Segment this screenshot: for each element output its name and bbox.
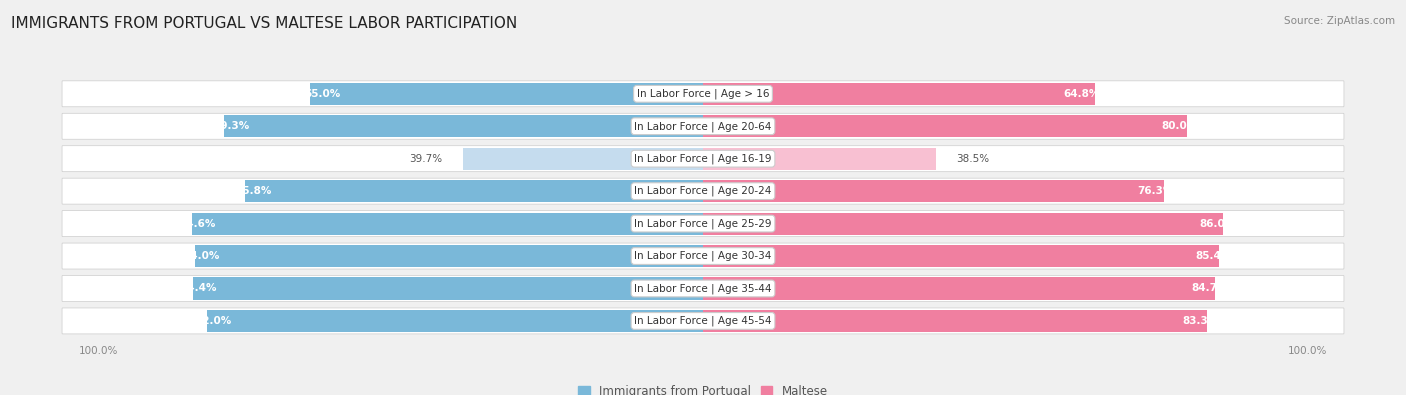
FancyBboxPatch shape — [62, 146, 1344, 172]
Text: 82.0%: 82.0% — [195, 316, 232, 326]
Text: In Labor Force | Age 45-54: In Labor Force | Age 45-54 — [634, 316, 772, 326]
Bar — [703, 277, 1215, 299]
FancyBboxPatch shape — [62, 211, 1344, 237]
Bar — [703, 180, 1164, 202]
Bar — [703, 213, 1223, 235]
Text: 84.4%: 84.4% — [180, 284, 217, 293]
Text: 84.7%: 84.7% — [1191, 284, 1227, 293]
Text: Source: ZipAtlas.com: Source: ZipAtlas.com — [1284, 16, 1395, 26]
Text: In Labor Force | Age 30-34: In Labor Force | Age 30-34 — [634, 251, 772, 261]
FancyBboxPatch shape — [62, 308, 1344, 334]
Text: In Labor Force | Age 25-29: In Labor Force | Age 25-29 — [634, 218, 772, 229]
FancyBboxPatch shape — [62, 276, 1344, 301]
Text: 84.0%: 84.0% — [183, 251, 219, 261]
Bar — [193, 277, 703, 299]
Text: 39.7%: 39.7% — [409, 154, 443, 164]
Bar — [191, 213, 703, 235]
Text: 86.0%: 86.0% — [1199, 218, 1236, 229]
Bar — [311, 83, 703, 105]
Bar — [207, 310, 703, 332]
Bar — [463, 148, 703, 170]
Text: 80.0%: 80.0% — [1161, 121, 1198, 131]
Bar — [703, 83, 1095, 105]
Text: In Labor Force | Age 16-19: In Labor Force | Age 16-19 — [634, 153, 772, 164]
Text: In Labor Force | Age 20-24: In Labor Force | Age 20-24 — [634, 186, 772, 196]
Text: 65.0%: 65.0% — [305, 89, 340, 99]
Bar — [245, 180, 703, 202]
Text: In Labor Force | Age 20-64: In Labor Force | Age 20-64 — [634, 121, 772, 132]
Bar — [703, 245, 1219, 267]
Text: 84.6%: 84.6% — [179, 218, 215, 229]
Text: 76.3%: 76.3% — [1137, 186, 1174, 196]
Text: 85.4%: 85.4% — [1195, 251, 1232, 261]
Text: IMMIGRANTS FROM PORTUGAL VS MALTESE LABOR PARTICIPATION: IMMIGRANTS FROM PORTUGAL VS MALTESE LABO… — [11, 16, 517, 31]
Bar — [703, 115, 1187, 137]
FancyBboxPatch shape — [62, 243, 1344, 269]
Text: 83.3%: 83.3% — [1182, 316, 1219, 326]
FancyBboxPatch shape — [62, 81, 1344, 107]
Text: In Labor Force | Age 35-44: In Labor Force | Age 35-44 — [634, 283, 772, 294]
Bar — [195, 245, 703, 267]
Text: 79.3%: 79.3% — [214, 121, 249, 131]
Text: 38.5%: 38.5% — [956, 154, 988, 164]
Text: 75.8%: 75.8% — [235, 186, 271, 196]
Bar — [224, 115, 703, 137]
Bar — [703, 310, 1206, 332]
FancyBboxPatch shape — [62, 113, 1344, 139]
Legend: Immigrants from Portugal, Maltese: Immigrants from Portugal, Maltese — [578, 385, 828, 395]
Text: 64.8%: 64.8% — [1064, 89, 1099, 99]
Text: In Labor Force | Age > 16: In Labor Force | Age > 16 — [637, 88, 769, 99]
FancyBboxPatch shape — [62, 178, 1344, 204]
Bar — [703, 148, 936, 170]
